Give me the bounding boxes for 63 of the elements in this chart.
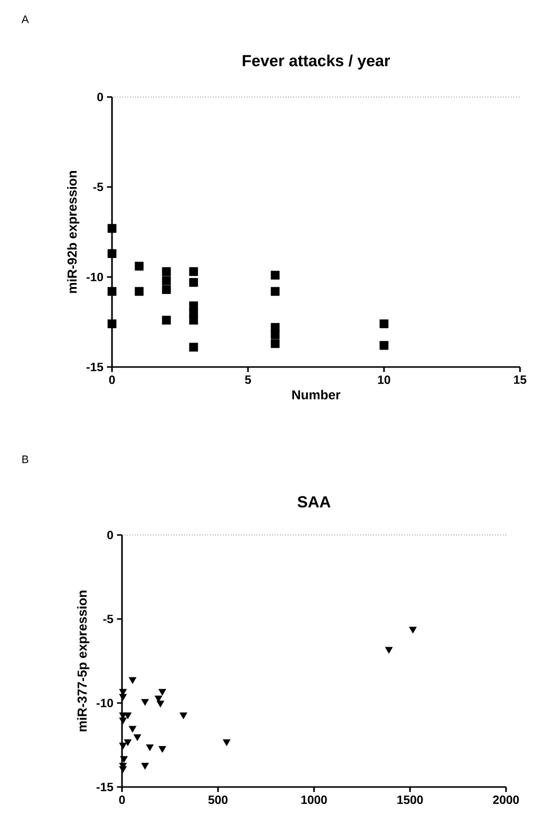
point xyxy=(162,285,171,294)
y-tick-label: 0 xyxy=(107,530,113,540)
point xyxy=(189,316,198,325)
x-tick-label: 10 xyxy=(378,376,390,384)
point xyxy=(108,319,116,328)
point xyxy=(108,224,116,233)
point xyxy=(124,712,132,720)
point xyxy=(385,646,393,654)
x-tick-label: 15 xyxy=(514,376,526,384)
y-tick-label: -15 xyxy=(86,362,104,372)
point xyxy=(189,278,198,287)
point xyxy=(119,742,127,750)
point xyxy=(128,677,136,684)
point xyxy=(409,626,417,634)
point xyxy=(119,766,127,773)
point xyxy=(380,340,388,350)
point xyxy=(158,688,166,696)
y-tick-label: -10 xyxy=(96,698,113,708)
point xyxy=(141,762,149,770)
text: A xyxy=(22,16,29,24)
point xyxy=(146,744,154,752)
x-axis-title: Number xyxy=(292,390,340,400)
point xyxy=(189,342,198,352)
point xyxy=(119,694,127,701)
point xyxy=(128,726,136,733)
x-tick-label: 1000 xyxy=(301,796,327,804)
chart-title: Fever attacks / year xyxy=(242,54,390,70)
point xyxy=(124,739,132,746)
y-tick-label: 0 xyxy=(97,92,103,102)
text: B xyxy=(22,456,28,464)
point xyxy=(108,286,116,296)
x-tick-label: 5 xyxy=(245,376,252,384)
x-tick-label: 2000 xyxy=(493,796,519,804)
y-tick-label: -15 xyxy=(96,782,114,792)
point xyxy=(270,339,280,348)
y-tick-label: -5 xyxy=(93,182,104,192)
y-axis-title: miR-92b expression xyxy=(67,171,80,293)
point xyxy=(141,699,149,706)
chart-title: SAA xyxy=(298,496,330,508)
y-axis-title: miR-377-5p expression xyxy=(77,590,90,732)
point xyxy=(270,270,280,280)
point xyxy=(134,262,144,271)
point xyxy=(108,249,116,258)
y-tick-label: -10 xyxy=(86,272,103,282)
point xyxy=(270,330,280,339)
x-tick-label: 0 xyxy=(119,796,125,804)
point xyxy=(162,316,171,325)
x-tick-label: 500 xyxy=(208,796,228,804)
point xyxy=(162,276,171,285)
point xyxy=(189,267,198,276)
point xyxy=(156,700,164,708)
point xyxy=(180,712,188,720)
point xyxy=(120,756,128,763)
point xyxy=(158,746,166,753)
point xyxy=(134,286,144,296)
point xyxy=(119,718,127,724)
point xyxy=(134,734,142,741)
point xyxy=(222,739,230,746)
y-tick-label: -5 xyxy=(103,614,114,624)
point xyxy=(270,286,280,296)
x-tick-label: 1500 xyxy=(397,796,423,804)
point xyxy=(162,267,171,276)
point xyxy=(380,319,388,328)
